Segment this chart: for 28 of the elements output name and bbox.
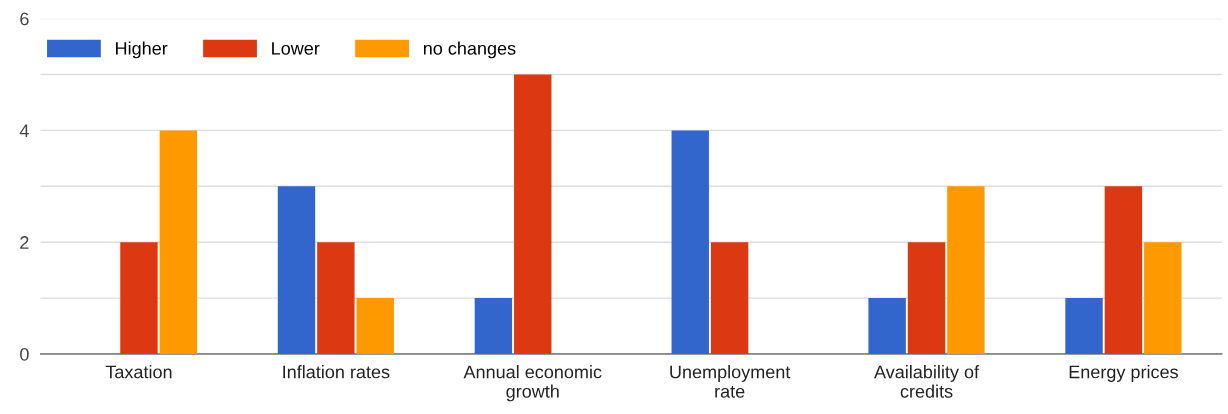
bar [1065, 298, 1103, 354]
bar [159, 130, 198, 354]
y-tick-label: 0 [20, 347, 29, 361]
bar [514, 74, 552, 354]
legend-label: Lower [272, 42, 320, 55]
bar [120, 242, 158, 354]
bar [907, 242, 946, 354]
bar [1104, 186, 1143, 354]
x-tick-label: Inflation rates [283, 365, 390, 379]
legend-label: no changes [423, 41, 516, 59]
bar [710, 242, 749, 354]
bar [1144, 242, 1182, 354]
legend-label: Higher [116, 41, 168, 59]
y-tick-label: 2 [20, 236, 29, 249]
bar [868, 298, 906, 354]
bar [474, 298, 513, 354]
bar [317, 242, 355, 354]
x-tick-label: Availability of credits [874, 365, 980, 398]
y-tick-label: 6 [20, 12, 29, 26]
bar [671, 130, 709, 354]
bar [947, 186, 985, 354]
bar [277, 186, 316, 354]
bar [356, 298, 394, 354]
y-tick-label: 4 [19, 124, 29, 137]
x-tick-label: Annual economic growth [463, 365, 602, 402]
x-tick-label: Taxation [105, 365, 172, 379]
x-tick-label: Energy prices [1069, 365, 1178, 382]
x-tick-label: Unemployment rate [670, 365, 791, 398]
